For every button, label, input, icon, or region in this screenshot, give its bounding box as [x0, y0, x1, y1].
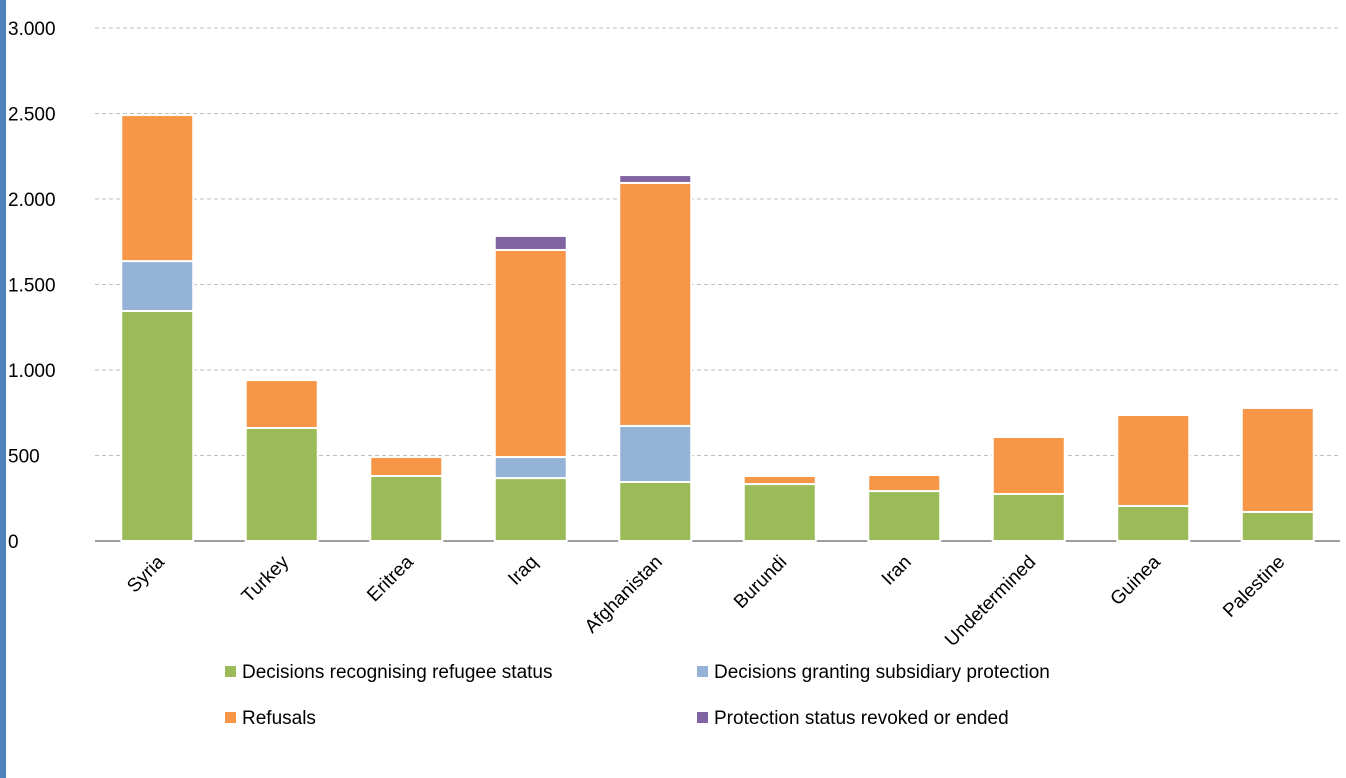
bar-segment: [867, 490, 942, 542]
bar-segment: [493, 234, 568, 251]
bar-segment: [1116, 504, 1191, 543]
legend-label: Decisions recognising refugee status: [242, 662, 553, 683]
bar-segment: [1116, 413, 1191, 507]
x-tick-label: Afghanistan: [581, 552, 667, 638]
bar-segment: [369, 456, 444, 478]
legend-swatch: [697, 666, 708, 677]
x-tick-label: Burundi: [730, 552, 791, 613]
legend-swatch: [697, 712, 708, 723]
x-tick-label: Syria: [123, 551, 169, 597]
bar-segment: [867, 473, 942, 493]
bar-segment: [120, 310, 195, 542]
bar-segment: [618, 424, 693, 484]
x-tick-label: Iran: [878, 552, 916, 590]
bar-segment: [493, 248, 568, 459]
left-border: [0, 0, 6, 778]
legend-swatch: [225, 666, 236, 677]
bar-segment: [120, 260, 195, 313]
bar-segment: [742, 483, 817, 543]
y-tick-label: 2.000: [8, 190, 56, 211]
bar-segment: [1240, 406, 1315, 513]
legend-swatch: [225, 712, 236, 723]
bar-segment: [120, 114, 195, 263]
bar-segment: [618, 174, 693, 184]
y-tick-label: 1.500: [8, 276, 56, 297]
y-tick-label: 2.500: [8, 105, 56, 126]
x-tick-label: Iraq: [504, 552, 542, 590]
bar-segment: [493, 477, 568, 542]
legend-label: Decisions granting subsidiary protection: [714, 662, 1050, 683]
y-tick-label: 3.000: [8, 19, 56, 40]
bar-segment: [244, 379, 319, 429]
bar-segment: [244, 426, 319, 542]
x-tick-label: Eritrea: [363, 551, 418, 606]
bar-segment: [618, 181, 693, 427]
bar-segment: [991, 436, 1066, 495]
x-tick-label: Undetermined: [941, 552, 1040, 651]
bar-segment: [369, 475, 444, 542]
legend-label: Protection status revoked or ended: [714, 708, 1009, 729]
bar-segment: [1240, 510, 1315, 542]
bar-segment: [991, 492, 1066, 543]
y-tick-label: 1.000: [8, 361, 56, 382]
x-tick-label: Palestine: [1219, 552, 1289, 622]
bar-segment: [742, 475, 817, 486]
legend-label: Refusals: [242, 708, 316, 729]
y-tick-label: 500: [8, 447, 40, 468]
y-tick-label: 0: [8, 532, 19, 553]
x-tick-label: Guinea: [1107, 551, 1165, 609]
bar-segment: [493, 456, 568, 480]
bar-segment: [618, 481, 693, 543]
x-tick-label: Turkey: [238, 551, 294, 607]
